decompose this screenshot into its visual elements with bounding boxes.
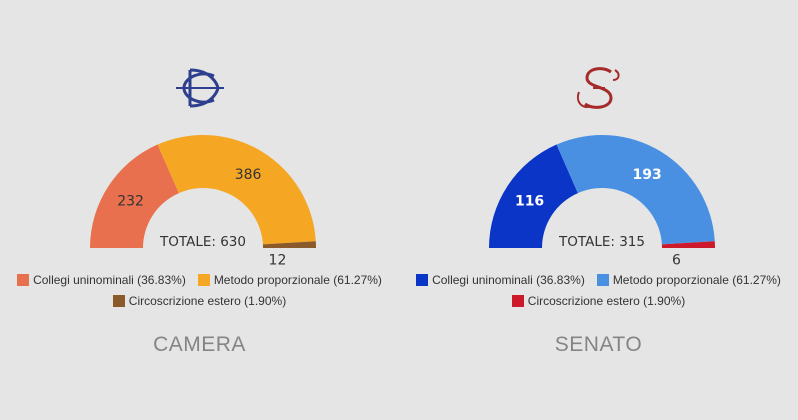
- legend-item-proporzionale[interactable]: Metodo proporzionale (61.27%): [197, 272, 382, 287]
- legend-swatch: [197, 273, 210, 286]
- camera-panel: 232 386 12 TOTALE: 630 Collegi uninominali …: [0, 68, 399, 356]
- data-label: 193: [632, 167, 661, 183]
- legend-label: Collegi uninominali (36.83%): [33, 272, 186, 287]
- data-label: 12: [269, 252, 287, 268]
- chamber-name: CAMERA: [153, 333, 246, 356]
- chart-slice-metodo-proporzionale[interactable]: [556, 135, 715, 245]
- legend-label: Metodo proporzionale (61.27%): [612, 272, 781, 287]
- legend-item-estero[interactable]: Circoscrizione estero (1.90%): [511, 293, 686, 308]
- chamber-name: SENATO: [554, 333, 643, 356]
- legend-item-estero[interactable]: Circoscrizione estero (1.90%): [112, 293, 287, 308]
- legend-label: Circoscrizione estero (1.90%): [527, 293, 686, 308]
- legend-swatch: [511, 294, 524, 307]
- chart-slice-metodo-proporzionale[interactable]: [157, 135, 316, 245]
- senato-legend: Collegi uninominali (36.83%) Metodo prop…: [399, 270, 798, 312]
- chart-slice-circoscrizione-estero[interactable]: [661, 241, 715, 248]
- camera-logo-icon: [175, 68, 224, 108]
- senato-logo-icon: [576, 67, 620, 109]
- total-label: TOTALE: 630: [159, 234, 246, 250]
- chart-slice-circoscrizione-estero[interactable]: [262, 241, 316, 248]
- senato-panel: 116 193 6 TOTALE: 315 Collegi uninominali (…: [399, 0, 798, 420]
- data-label: 116: [515, 194, 544, 210]
- legend-item-collegi[interactable]: Collegi uninominali (36.83%): [17, 273, 186, 287]
- camera-legend: Collegi uninominali (36.83%) Metodo prop…: [0, 270, 399, 312]
- data-label: 6: [672, 252, 681, 268]
- legend-swatch: [596, 273, 609, 286]
- total-label: TOTALE: 315: [558, 234, 645, 250]
- legend-swatch: [17, 273, 30, 286]
- legend-label: Circoscrizione estero (1.90%): [128, 293, 287, 308]
- senato-chart: 116 193 6 TOTALE: 315: [489, 135, 715, 268]
- camera-chart: 232 386 12 TOTALE: 630: [90, 135, 316, 268]
- legend-item-collegi[interactable]: Collegi uninominali (36.83%): [416, 273, 585, 287]
- legend-swatch: [416, 273, 429, 286]
- legend-swatch: [112, 294, 125, 307]
- legend-item-proporzionale[interactable]: Metodo proporzionale (61.27%): [596, 272, 781, 287]
- legend-label: Metodo proporzionale (61.27%): [213, 272, 382, 287]
- data-label: 232: [117, 194, 144, 210]
- chart-slice-collegi-uninominali[interactable]: [489, 144, 578, 248]
- chart-slice-collegi-uninominali[interactable]: [90, 144, 179, 248]
- legend-label: Collegi uninominali (36.83%): [432, 272, 585, 287]
- data-label: 386: [235, 167, 262, 183]
